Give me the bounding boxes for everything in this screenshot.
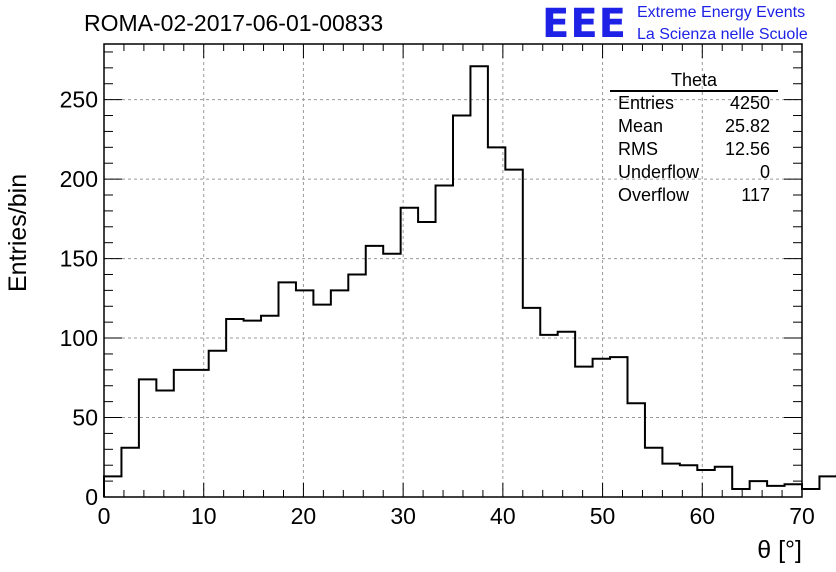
y-tick-label: 50 [72,405,98,431]
x-tick-label: 70 [789,503,815,529]
histogram-bin [436,185,453,497]
histogram-bin [628,403,645,497]
histogram-bin [296,290,313,497]
histogram-bin [401,208,418,497]
stats-row-overflow: Overflow 117 [610,184,778,207]
x-tick-label: 30 [390,503,416,529]
histogram-bin [610,357,627,497]
stats-row-mean: Mean 25.82 [610,115,778,138]
x-tick-label: 50 [590,503,616,529]
histogram-bin [226,319,243,497]
histogram-bin [244,321,261,497]
stats-value: 0 [759,162,770,182]
histogram-bin [121,448,138,497]
histogram-bin [209,351,226,497]
stats-value: 12.56 [724,139,770,159]
histogram-bin [540,335,557,497]
histogram-bin [732,489,749,497]
histogram-bin [645,448,662,497]
histogram-bin [558,332,575,497]
histogram-bin [174,370,191,497]
stats-value: 117 [741,185,770,205]
stats-label: Underflow [618,162,700,182]
stats-label: RMS [618,139,658,159]
histogram-bin [715,467,732,497]
y-tick-label: 200 [60,166,98,192]
histogram-line [103,65,836,497]
histogram-bin [366,246,383,497]
stats-label: Entries [618,93,675,113]
histogram-bin [191,370,208,497]
histogram-bin [505,170,522,497]
histogram-bin [488,147,505,497]
stats-row-underflow: Underflow 0 [610,161,778,184]
stats-row-entries: Entries 4250 [610,92,778,115]
histogram-bin [139,379,156,497]
x-axis-label: θ [°] [757,536,802,564]
histogram-bin [697,470,714,497]
stats-value: 25.82 [724,116,770,136]
x-tick-label: 10 [191,503,217,529]
histogram-bin [785,484,802,497]
histogram-bin [470,66,487,497]
x-tick-label: 20 [291,503,317,529]
histogram-bin [523,308,540,497]
histogram-bin [156,391,173,497]
plot-frame [103,43,803,498]
histogram-bin [662,464,679,497]
stats-label: Overflow [618,185,690,205]
histogram-bin [104,476,121,497]
histogram-bin [418,222,435,497]
histogram-bin [575,367,592,497]
histogram-bin [261,316,278,497]
stats-box: Theta Entries 4250 Mean 25.82 RMS 12.56 … [610,70,778,207]
stats-value: 4250 [729,93,770,113]
histogram-bin [802,489,819,497]
histogram-bin [383,254,400,497]
x-tick-label: 40 [490,503,516,529]
histogram-bin [593,359,610,497]
y-tick-label: 100 [60,325,98,351]
histogram-bin [819,476,836,497]
stats-label: Mean [618,116,664,136]
histogram-bin [279,282,296,497]
stats-row-rms: RMS 12.56 [610,138,778,161]
y-tick-label: 150 [60,246,98,272]
y-tick-label: 0 [85,484,98,510]
logo-line-1: Extreme Energy Events [637,4,806,21]
y-tick-label: 250 [60,87,98,113]
chart-title: ROMA-02-2017-06-01-00833 [84,10,384,36]
histogram-bin [453,116,470,497]
logo-line-2: La Scienza nelle Scuole [637,26,808,43]
stats-title: Theta [610,70,778,92]
x-tick-label: 0 [98,503,111,529]
histogram-bin [750,481,767,497]
x-tick-label: 60 [689,503,715,529]
histogram-bin [313,305,330,497]
y-axis-label: Entries/bin [4,173,32,292]
histogram-bin [348,274,365,497]
histogram-bin [331,290,348,497]
eee-logo: EEE [542,1,627,47]
